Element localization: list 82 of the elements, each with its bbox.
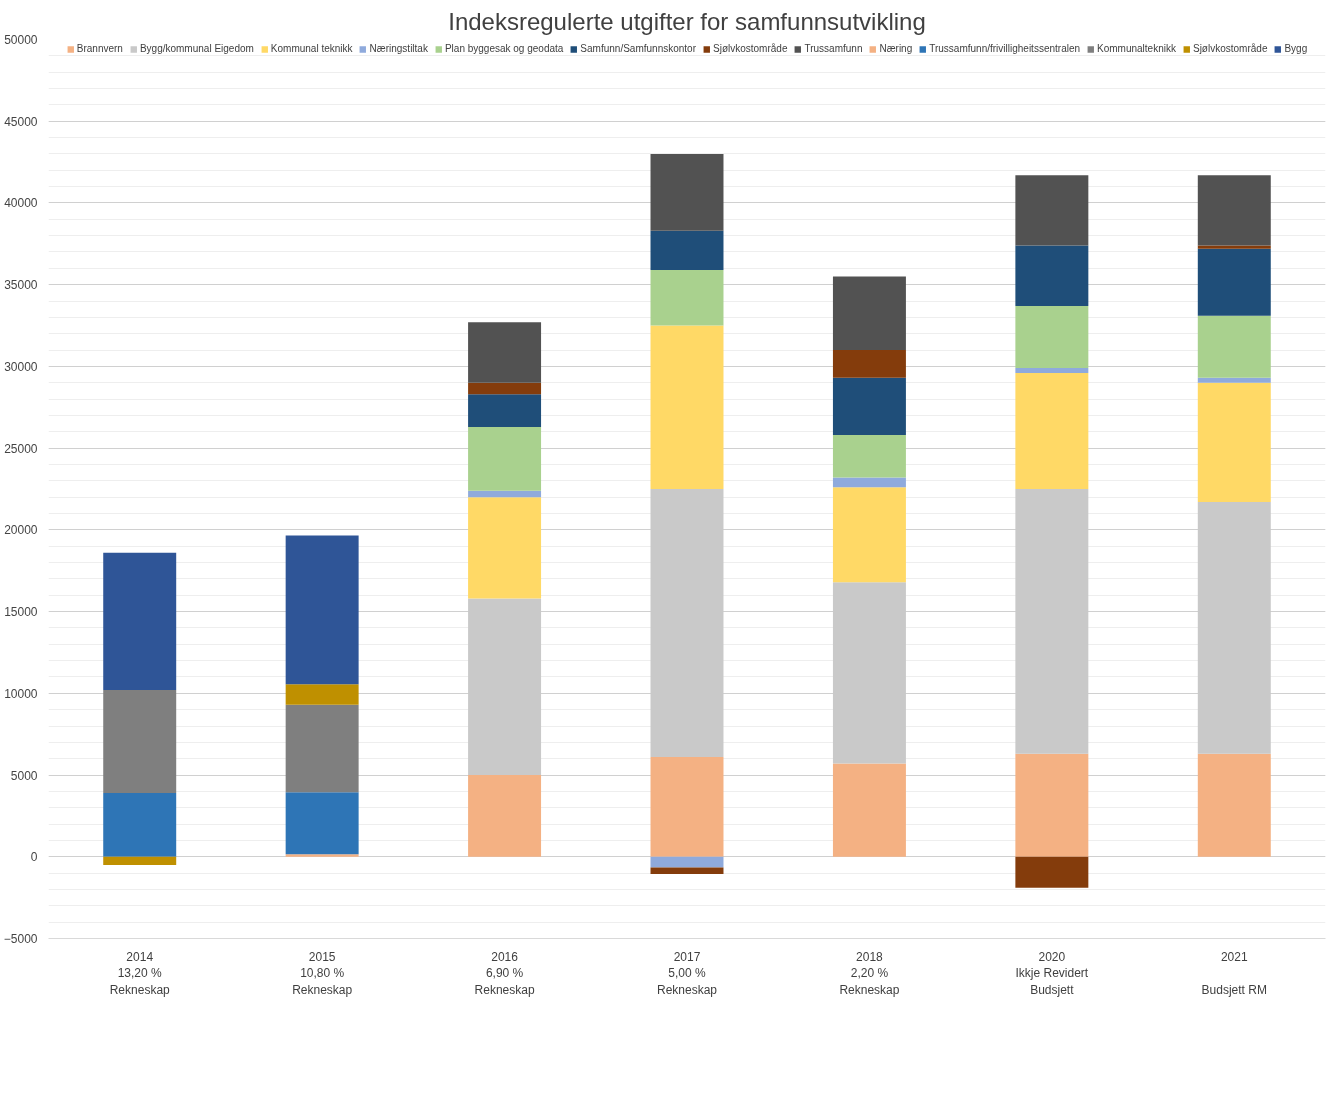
y-tick-label: 0 [30, 850, 38, 865]
legend-label: Trussamfunn/frivilligheitssentralen [929, 43, 1081, 54]
y-tick-label: −5000 [3, 932, 38, 946]
bar [1015, 753, 1089, 857]
y-tick-label: 35000 [4, 278, 38, 293]
bar [650, 867, 724, 874]
bar [1197, 315, 1271, 378]
y-tick-label: 25000 [4, 441, 38, 456]
bar [1197, 382, 1271, 503]
bar [285, 792, 359, 855]
bar [832, 487, 906, 583]
legend-label: Bygg [1284, 43, 1308, 54]
bar [285, 704, 359, 793]
legend-label: Kommunalteknikk [1097, 43, 1176, 54]
x-tick-label: 2016 6,90 % Rekneskap [474, 949, 535, 998]
bar [650, 230, 724, 270]
y-tick-label: 45000 [4, 114, 38, 129]
y-tick-label: 5000 [10, 768, 38, 783]
x-tick-label: 2017 5,00 % Rekneskap [656, 949, 718, 998]
bar [832, 377, 906, 436]
y-tick-label: 20000 [4, 523, 38, 538]
bar [650, 489, 724, 758]
bar [285, 535, 359, 685]
bar [103, 690, 177, 794]
bar [1015, 372, 1089, 489]
bar [1015, 305, 1089, 369]
bar [832, 350, 906, 378]
bar [1015, 245, 1089, 306]
y-tick-label: 30000 [4, 359, 38, 374]
bar [468, 775, 542, 857]
legend-label: Sjølvkostområde [1192, 43, 1268, 54]
x-tick-label: 2015 10,80 % Rekneskap [292, 949, 353, 998]
bar [468, 322, 542, 383]
bar [103, 793, 177, 857]
legend-label: Kommunal teknikk [270, 43, 353, 54]
bar [103, 552, 177, 691]
bar [650, 856, 724, 868]
legend-label: Næringstiltak [369, 43, 428, 54]
bar [1197, 377, 1271, 383]
bar [1197, 175, 1271, 246]
legend-label: Plan byggesak og geodata [444, 43, 564, 54]
x-tick-label: 2018 2,20 % Rekneskap [839, 949, 900, 998]
bar [1197, 248, 1271, 316]
bar [468, 426, 542, 491]
bar [650, 153, 724, 231]
chart-title: Indeksregulerte utgifter for samfunnsutvikling [448, 7, 926, 35]
bar [285, 854, 359, 857]
legend-label: Trussamfunn [804, 43, 863, 54]
legend-label: Bygg/kommunal Eigedom [139, 43, 254, 54]
x-tick-label: 2020 Ikkje Revidert Budsjett [1015, 949, 1089, 998]
legend-label: Næring [879, 43, 913, 54]
bar [650, 325, 724, 489]
bar [832, 582, 906, 764]
bar [1015, 856, 1089, 888]
bar [1197, 245, 1271, 249]
bar [1015, 175, 1089, 246]
bar [468, 382, 542, 395]
bar [103, 856, 177, 865]
y-tick-label: 40000 [4, 196, 38, 211]
bar [1197, 753, 1271, 857]
category-label: 2021 Budsjett RM [1201, 949, 1267, 998]
y-tick-label: 15000 [4, 605, 38, 620]
x-tick-label: 2014 13,20 % Rekneskap [109, 949, 171, 998]
bar [1015, 489, 1089, 754]
bar [468, 497, 542, 599]
y-tick-label: 50000 [4, 33, 38, 47]
y-tick-label: 10000 [4, 686, 38, 701]
bar [1197, 502, 1271, 754]
bar [650, 269, 724, 326]
legend-label: Samfunn/Samfunnskontor [580, 43, 696, 54]
bar [285, 684, 359, 705]
bar [1015, 368, 1089, 373]
bar [832, 763, 906, 857]
bar [468, 394, 542, 427]
bar [832, 435, 906, 478]
bar [468, 598, 542, 776]
legend-label: Brannvern [76, 43, 123, 54]
bar [468, 490, 542, 498]
bar [650, 757, 724, 857]
bar [832, 276, 906, 351]
bar [832, 477, 906, 488]
legend-label: Sjølvkostområde [712, 43, 788, 54]
